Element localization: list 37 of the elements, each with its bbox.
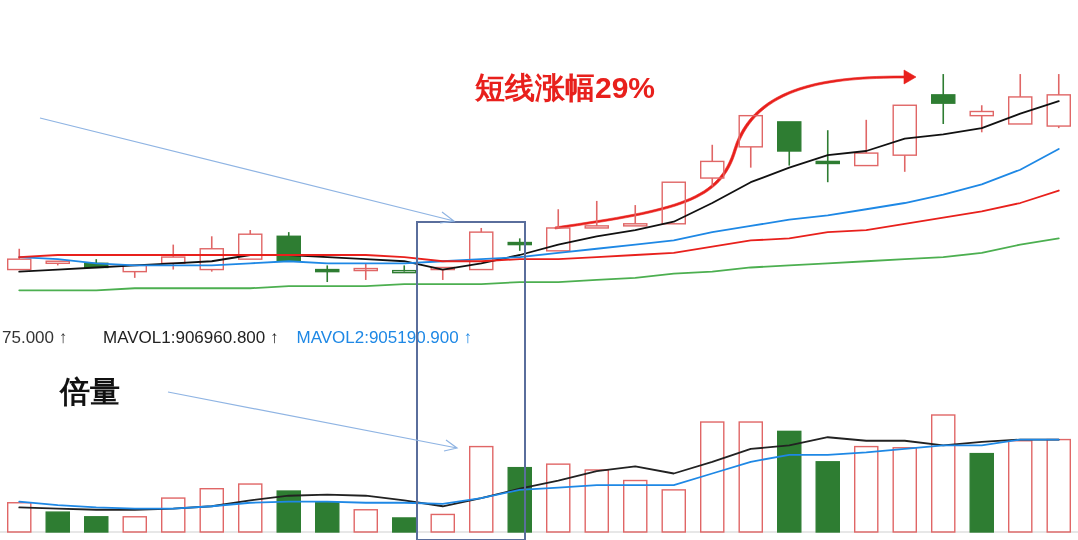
bar bbox=[45, 511, 70, 533]
bar bbox=[777, 430, 802, 533]
text: 75.000 ↑ bbox=[2, 328, 68, 347]
bar bbox=[430, 513, 455, 533]
bar bbox=[7, 502, 32, 533]
bar bbox=[1008, 440, 1033, 533]
bar bbox=[738, 421, 763, 533]
candlestick bbox=[315, 264, 340, 283]
candlestick bbox=[969, 104, 994, 134]
bar bbox=[623, 479, 648, 533]
text: MAVOL1:906960.800 ↑ bbox=[103, 328, 279, 347]
annotation: 短线涨幅29% bbox=[474, 71, 656, 104]
bar bbox=[931, 414, 956, 533]
candlestick bbox=[931, 73, 956, 125]
bar bbox=[546, 463, 571, 533]
candlestick bbox=[700, 143, 725, 188]
bar bbox=[161, 497, 186, 533]
bar bbox=[469, 445, 494, 533]
bar bbox=[199, 488, 224, 533]
bar bbox=[238, 483, 263, 533]
candlestick bbox=[353, 262, 378, 281]
bar bbox=[815, 461, 840, 533]
candlestick bbox=[199, 235, 224, 273]
bar bbox=[854, 445, 879, 533]
bar bbox=[969, 452, 994, 533]
bar bbox=[892, 447, 917, 533]
text: 倍量 bbox=[59, 375, 120, 408]
bar bbox=[392, 517, 417, 533]
bar bbox=[315, 502, 340, 533]
bar bbox=[84, 516, 109, 533]
bar bbox=[1046, 438, 1071, 533]
bar bbox=[661, 489, 686, 533]
bar bbox=[122, 516, 147, 533]
bar bbox=[584, 469, 609, 533]
bar bbox=[700, 421, 725, 533]
bar bbox=[353, 509, 378, 533]
bar bbox=[276, 490, 301, 533]
